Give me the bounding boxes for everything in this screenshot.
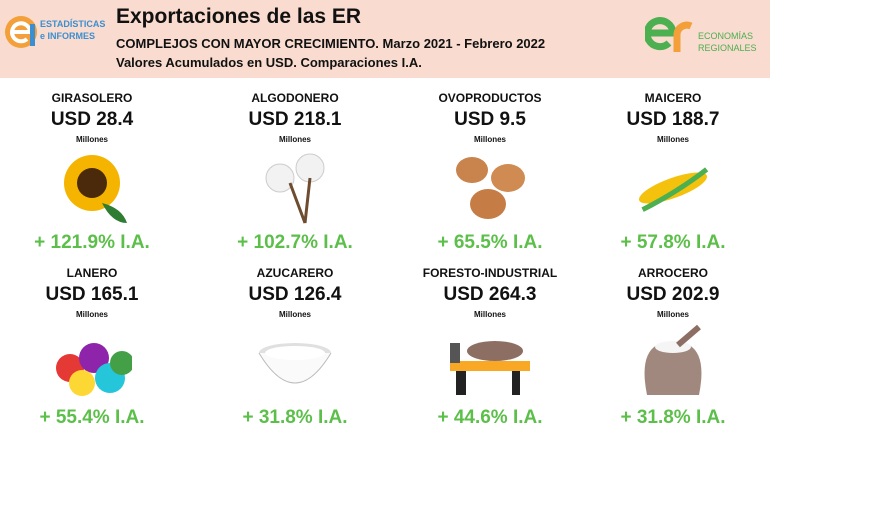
complex-name: ALGODONERO xyxy=(251,91,339,105)
change: + 31.8% I.A. xyxy=(242,407,348,428)
complex-name: FORESTO-INDUSTRIAL xyxy=(422,266,558,280)
change: + 44.6% I.A. xyxy=(437,407,543,428)
unit: Millones xyxy=(278,135,311,144)
amount: USD 264.3 xyxy=(443,284,537,305)
complex-card: ALGODONERO USD 218.1 Millones + 102.7% I.A. xyxy=(195,91,395,254)
product-image xyxy=(450,341,530,395)
change: + 65.5% I.A. xyxy=(437,232,543,253)
logo-left-text: ESTADÍSTICAS xyxy=(40,19,106,29)
amount: USD 218.1 xyxy=(248,109,342,130)
complex-name: AZUCARERO xyxy=(256,266,334,280)
logo-left-icon xyxy=(5,16,37,48)
icon xyxy=(0,148,192,226)
change: + 121.9% I.A. xyxy=(34,232,150,253)
change: + 31.8% I.A. xyxy=(620,407,726,428)
product-image xyxy=(56,343,134,396)
icon xyxy=(573,323,773,401)
unit: Millones xyxy=(656,135,689,144)
icon xyxy=(390,323,590,401)
complex-name: OVOPRODUCTOS xyxy=(438,91,542,105)
amount: USD 126.4 xyxy=(248,284,342,305)
product-image xyxy=(265,153,325,224)
complex-name: GIRASOLERO xyxy=(51,91,133,105)
logo-right-icon xyxy=(645,17,693,52)
icon xyxy=(573,148,773,226)
complex-card: AZUCARERO USD 126.4 Millones + 31.8% I.A. xyxy=(195,266,395,429)
icon xyxy=(390,148,590,226)
logo-right-text: ECONOMÍAS xyxy=(698,31,754,41)
complex-card: MAICERO USD 188.7 Millones + 57.8% I.A. xyxy=(573,91,773,254)
change: + 57.8% I.A. xyxy=(620,232,726,253)
icon xyxy=(195,323,395,401)
amount: USD 202.9 xyxy=(626,284,720,305)
complex-name: LANERO xyxy=(66,266,118,280)
product-image xyxy=(638,167,709,212)
amount: USD 28.4 xyxy=(50,109,134,130)
complex-card: OVOPRODUCTOS USD 9.5 Millones + 65.5% I.A. xyxy=(390,91,590,254)
complex-card: LANERO USD 165.1 Millones + 55.4% I.A. xyxy=(0,266,192,429)
amount: USD 188.7 xyxy=(626,109,720,130)
change: + 55.4% I.A. xyxy=(39,407,145,428)
unit: Millones xyxy=(75,135,108,144)
unit: Millones xyxy=(656,310,689,319)
change: + 102.7% I.A. xyxy=(237,232,353,253)
product-image xyxy=(258,343,332,384)
product-image xyxy=(64,155,127,223)
product-image xyxy=(644,324,702,395)
unit: Millones xyxy=(278,310,311,319)
amount: USD 165.1 xyxy=(45,284,139,305)
icon xyxy=(195,148,395,226)
subtitle: COMPLEJOS CON MAYOR CRECIMIENTO. Marzo 2… xyxy=(116,36,546,51)
unit: Millones xyxy=(473,310,506,319)
unit: Millones xyxy=(75,310,108,319)
product-image xyxy=(456,157,525,219)
subtitle: Valores Acumulados en USD. Comparaciones… xyxy=(116,55,422,70)
complex-name: ARROCERO xyxy=(637,266,708,280)
complex-card: GIRASOLERO USD 28.4 Millones + 121.9% I.A. xyxy=(0,91,192,254)
amount: USD 9.5 xyxy=(454,109,526,130)
header: ESTADÍSTICAS e INFORMES Exportaciones de… xyxy=(0,0,770,78)
unit: Millones xyxy=(473,135,506,144)
complex-name: MAICERO xyxy=(644,91,702,105)
title: Exportaciones de las ER xyxy=(116,5,362,28)
complex-card: ARROCERO USD 202.9 Millones + 31.8% I.A. xyxy=(573,266,773,429)
logo-left-text: e INFORMES xyxy=(40,31,96,41)
logo-right-text: REGIONALES xyxy=(698,43,757,53)
icon xyxy=(0,323,192,401)
complex-card: FORESTO-INDUSTRIAL USD 264.3 Millones + 44.… xyxy=(390,266,590,429)
